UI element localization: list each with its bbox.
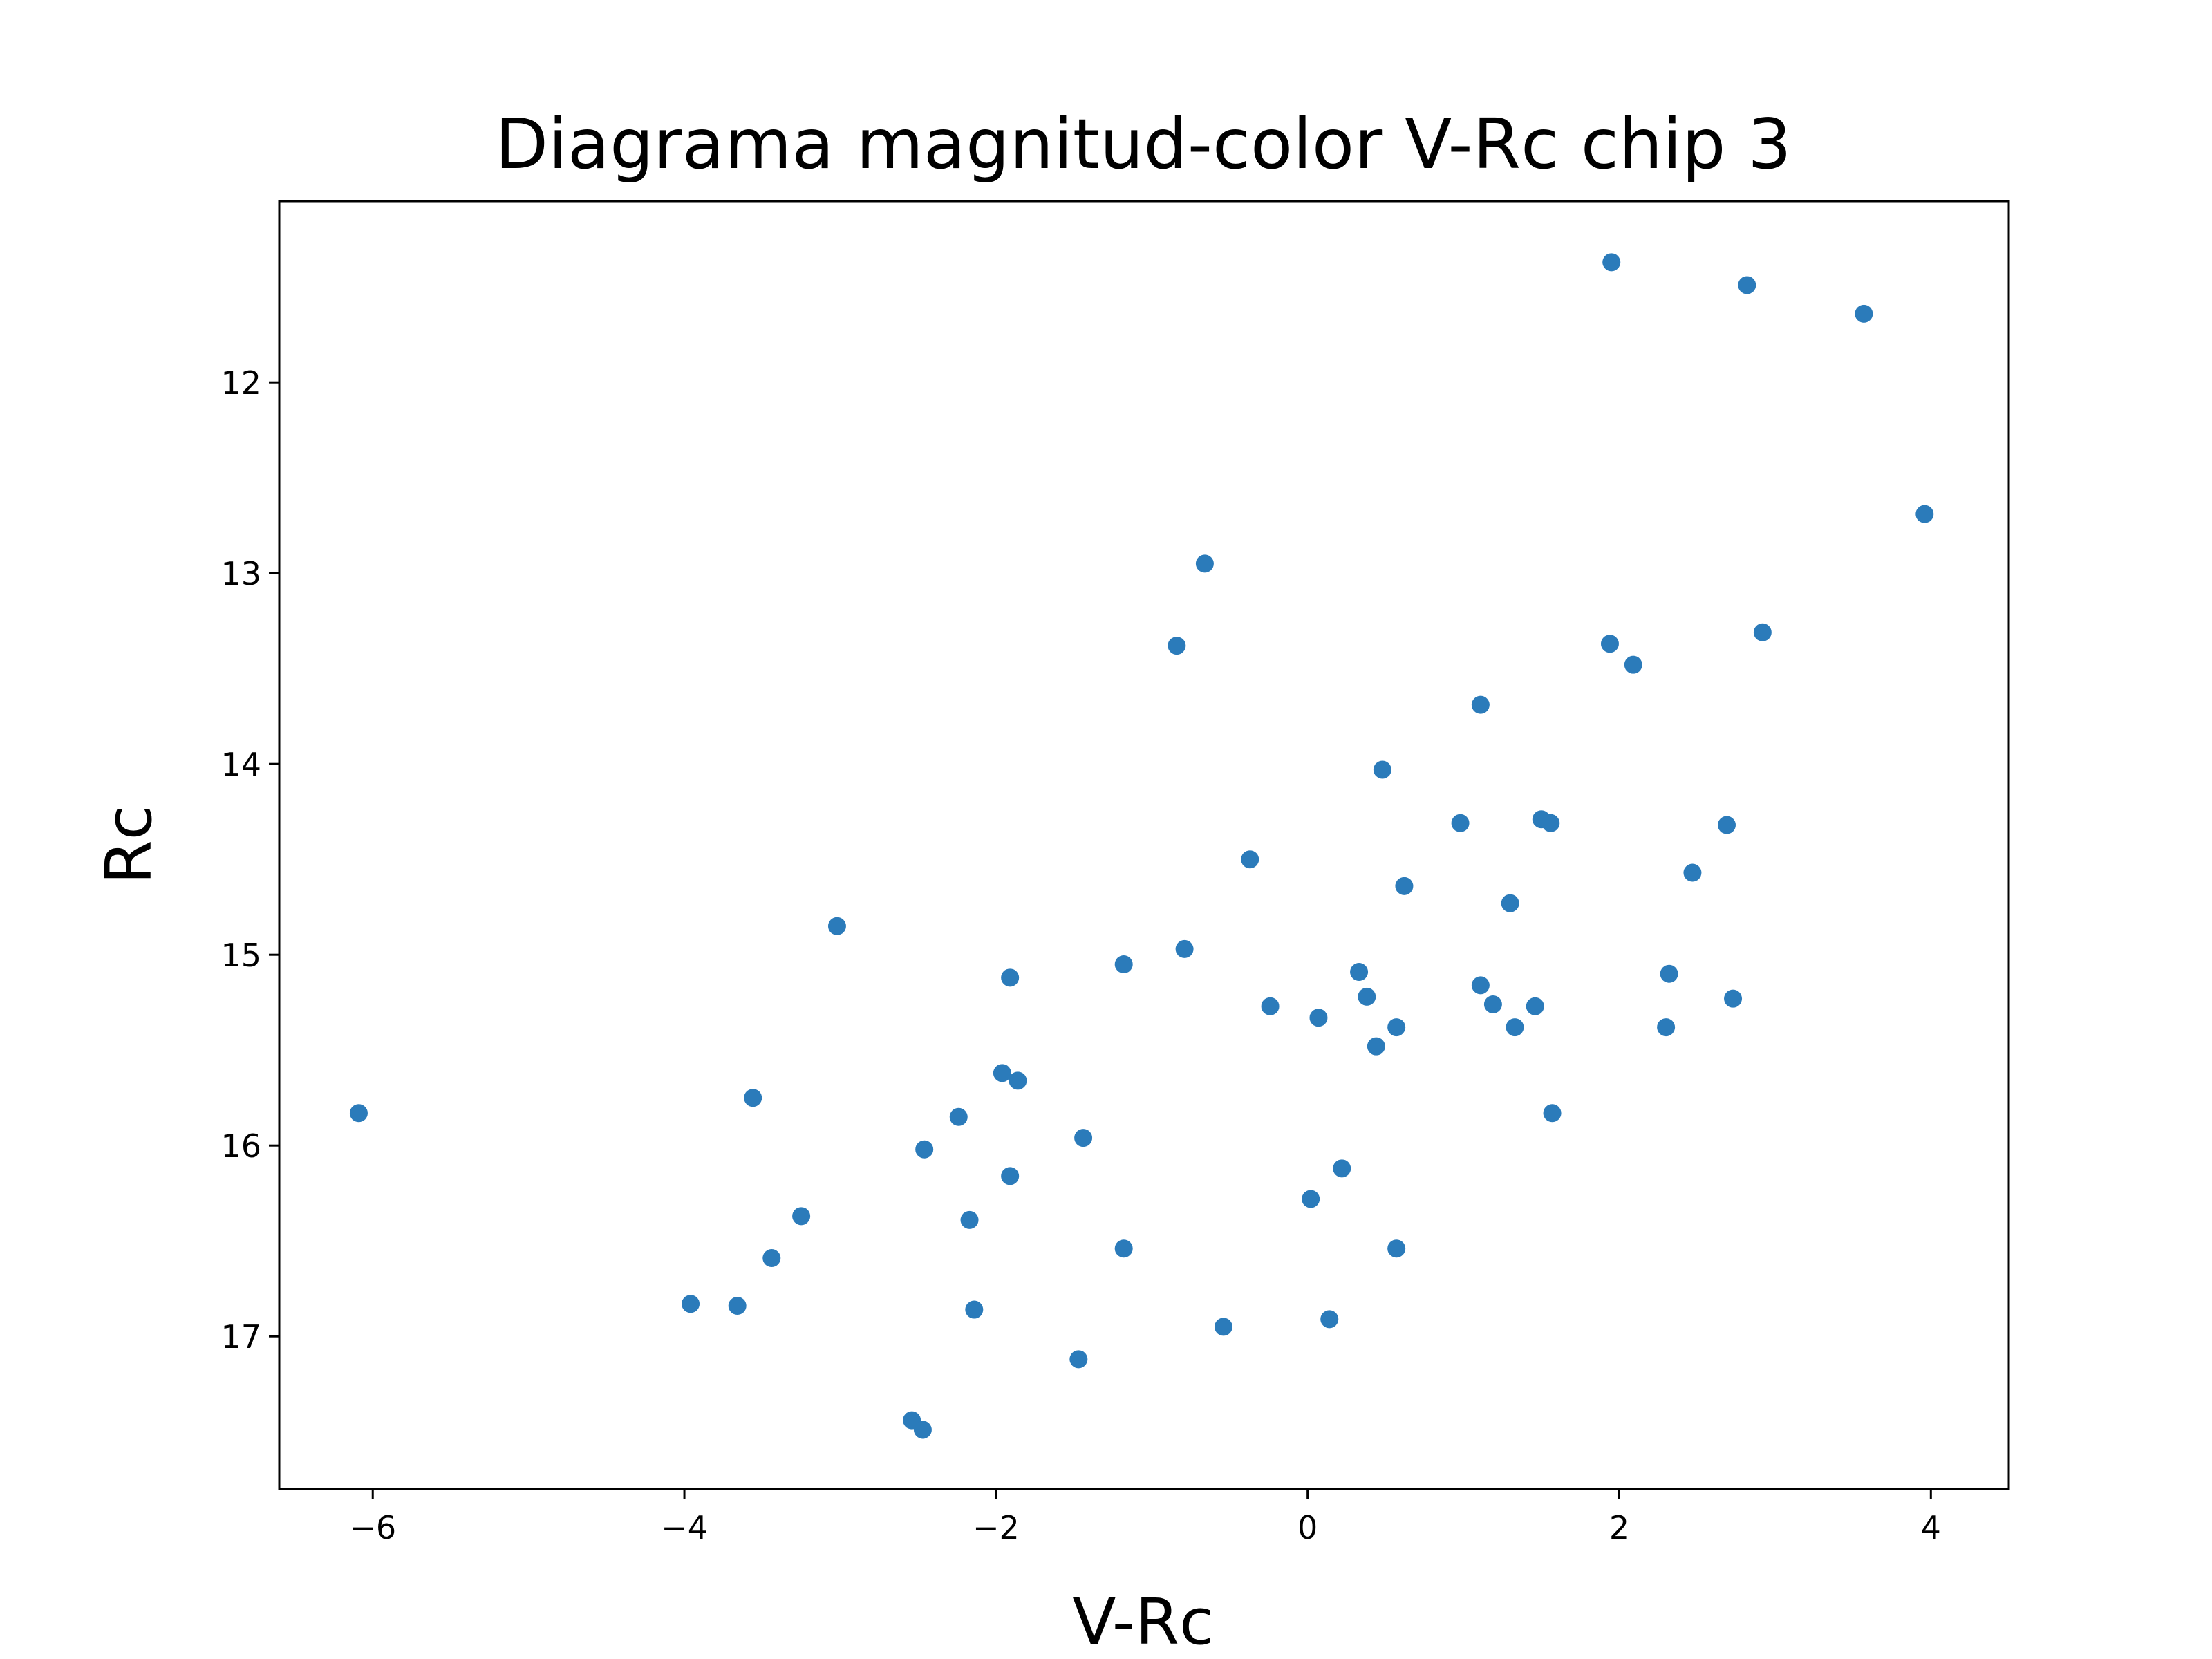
- x-tick-label: 0: [1297, 1509, 1318, 1546]
- data-point: [1753, 623, 1772, 641]
- data-point: [1261, 997, 1280, 1015]
- y-axis-label: Rc: [92, 805, 166, 885]
- y-axis: 12 13 14 15 16 17: [221, 364, 279, 1356]
- data-point: [1471, 695, 1490, 714]
- data-point: [1471, 976, 1490, 995]
- data-point: [1501, 894, 1519, 912]
- data-point: [1114, 955, 1133, 973]
- data-point: [1451, 814, 1470, 832]
- chart-title: Diagrama magnitud-color V-Rc chip 3: [495, 104, 1792, 185]
- data-point: [1395, 877, 1414, 895]
- data-point: [728, 1297, 747, 1315]
- data-point: [1009, 1071, 1027, 1090]
- data-point: [1367, 1037, 1385, 1056]
- data-point: [1214, 1318, 1232, 1336]
- data-point: [993, 1064, 1011, 1082]
- data-point: [1358, 987, 1376, 1006]
- data-point: [1309, 1009, 1328, 1027]
- data-point: [1350, 963, 1369, 982]
- data-point: [1915, 505, 1934, 523]
- data-points: [349, 253, 1934, 1439]
- data-point: [1602, 253, 1621, 272]
- data-point: [1373, 760, 1391, 779]
- y-tick-label: 12: [221, 364, 261, 402]
- data-point: [1624, 655, 1642, 674]
- data-point: [349, 1104, 368, 1123]
- data-point: [1543, 1104, 1562, 1123]
- y-tick-label: 15: [221, 937, 261, 974]
- data-point: [1683, 863, 1702, 882]
- data-point: [1855, 304, 1873, 323]
- x-tick-label: −6: [349, 1509, 396, 1546]
- x-tick-label: 4: [1921, 1509, 1941, 1546]
- data-point: [1718, 816, 1736, 834]
- data-point: [965, 1300, 984, 1319]
- data-point: [762, 1249, 781, 1268]
- data-point: [1168, 637, 1186, 655]
- data-point: [744, 1089, 762, 1107]
- data-point: [960, 1210, 979, 1229]
- data-point: [1074, 1129, 1093, 1147]
- data-point: [1175, 939, 1194, 958]
- data-point: [1657, 1018, 1676, 1037]
- data-point: [1069, 1350, 1088, 1369]
- data-point: [1483, 995, 1502, 1013]
- x-tick-label: 2: [1609, 1509, 1629, 1546]
- data-point: [949, 1107, 968, 1126]
- data-point: [1506, 1018, 1524, 1037]
- y-tick-label: 14: [221, 746, 261, 783]
- data-point: [792, 1207, 811, 1226]
- y-tick-label: 13: [221, 555, 261, 592]
- data-point: [1114, 1239, 1133, 1258]
- x-axis: −6 −4 −2 0 2 4: [349, 1489, 1941, 1546]
- data-point: [1724, 989, 1743, 1008]
- data-point: [827, 917, 846, 935]
- x-tick-label: −2: [973, 1509, 1020, 1546]
- x-tick-label: −4: [661, 1509, 708, 1546]
- data-point: [1195, 554, 1214, 573]
- data-point: [1241, 850, 1259, 869]
- data-point: [1600, 635, 1619, 653]
- data-point: [1387, 1018, 1406, 1037]
- data-point: [1333, 1159, 1351, 1178]
- data-point: [1387, 1239, 1406, 1258]
- plot-frame: [278, 200, 2010, 1490]
- data-point: [1526, 997, 1544, 1015]
- data-point: [1001, 968, 1020, 987]
- data-point: [1001, 1167, 1020, 1185]
- data-point: [1302, 1190, 1320, 1208]
- data-point: [1320, 1310, 1339, 1329]
- data-point: [1660, 964, 1678, 983]
- data-point: [682, 1295, 700, 1313]
- x-axis-label: V-Rc: [1072, 1585, 1214, 1659]
- data-point: [915, 1140, 934, 1159]
- data-point: [1738, 276, 1756, 294]
- y-tick-label: 16: [221, 1127, 261, 1165]
- data-point: [1541, 814, 1560, 832]
- data-point: [913, 1421, 932, 1439]
- y-tick-label: 17: [221, 1318, 261, 1356]
